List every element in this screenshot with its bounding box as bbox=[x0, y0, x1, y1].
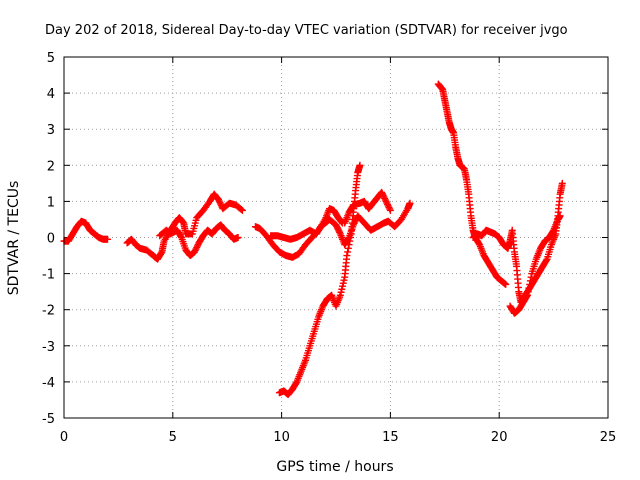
grid bbox=[64, 57, 608, 418]
y-tick-label: -2 bbox=[42, 304, 55, 319]
y-axis-label: SDTVAR / TECUs bbox=[6, 181, 22, 296]
axis-ticks: 0 5 10 15 20 25 -5 -4 -3 -2 -1 0 1 2 3 4 5 bbox=[42, 51, 616, 445]
data-point bbox=[345, 241, 353, 249]
series-segment-1 bbox=[60, 217, 112, 245]
data-point bbox=[527, 273, 535, 281]
data-point bbox=[346, 237, 354, 245]
data-point bbox=[238, 206, 246, 214]
y-tick-label: -4 bbox=[42, 376, 55, 391]
series-segment-6 bbox=[275, 161, 364, 399]
data-point bbox=[526, 277, 534, 285]
data-point bbox=[523, 292, 531, 300]
y-tick-label: -3 bbox=[42, 340, 55, 355]
y-tick-label: 2 bbox=[47, 159, 55, 174]
data-points bbox=[60, 80, 566, 399]
x-tick-label: 15 bbox=[382, 430, 399, 445]
series-segment-7 bbox=[341, 188, 394, 227]
plot-frame bbox=[63, 56, 609, 419]
y-tick-label: 4 bbox=[47, 87, 55, 102]
series-segment-2 bbox=[123, 190, 246, 263]
data-point bbox=[525, 284, 533, 292]
series-segment-4 bbox=[251, 205, 347, 261]
series-segment-3 bbox=[156, 221, 242, 260]
series-segment-10 bbox=[506, 212, 564, 317]
data-point bbox=[524, 288, 532, 296]
y-tick-label: 3 bbox=[47, 123, 55, 138]
x-tick-label: 20 bbox=[491, 430, 508, 445]
y-tick-label: 0 bbox=[47, 232, 55, 247]
data-point bbox=[542, 256, 550, 264]
y-tick-label: 1 bbox=[47, 195, 55, 210]
data-point bbox=[386, 206, 394, 214]
data-point bbox=[523, 291, 531, 299]
data-point bbox=[177, 232, 185, 240]
data-point bbox=[237, 206, 245, 214]
x-tick-label: 25 bbox=[600, 430, 617, 445]
data-point bbox=[336, 228, 344, 236]
data-point bbox=[234, 234, 242, 241]
data-point bbox=[556, 212, 564, 220]
data-point bbox=[558, 179, 566, 187]
data-point bbox=[344, 248, 352, 256]
data-point bbox=[406, 199, 414, 207]
data-point bbox=[502, 280, 510, 288]
x-tick-label: 10 bbox=[273, 430, 290, 445]
data-point bbox=[347, 234, 355, 241]
data-point bbox=[526, 280, 534, 288]
x-tick-label: 0 bbox=[60, 430, 68, 445]
y-tick-label: 5 bbox=[47, 51, 55, 66]
chart-title: Day 202 of 2018, Sidereal Day-to-day VTE… bbox=[45, 23, 568, 38]
x-tick-label: 5 bbox=[169, 430, 177, 445]
y-tick-label: -5 bbox=[42, 412, 55, 427]
data-point bbox=[386, 205, 394, 213]
y-tick-label: -1 bbox=[42, 268, 55, 283]
data-point bbox=[344, 244, 352, 252]
data-point bbox=[343, 252, 351, 260]
x-axis-label: GPS time / hours bbox=[276, 459, 393, 475]
data-point bbox=[104, 235, 112, 243]
series-segment-8 bbox=[434, 80, 510, 288]
series-segment-5 bbox=[267, 199, 414, 249]
series-segment-9 bbox=[469, 179, 566, 306]
data-point bbox=[356, 161, 364, 169]
